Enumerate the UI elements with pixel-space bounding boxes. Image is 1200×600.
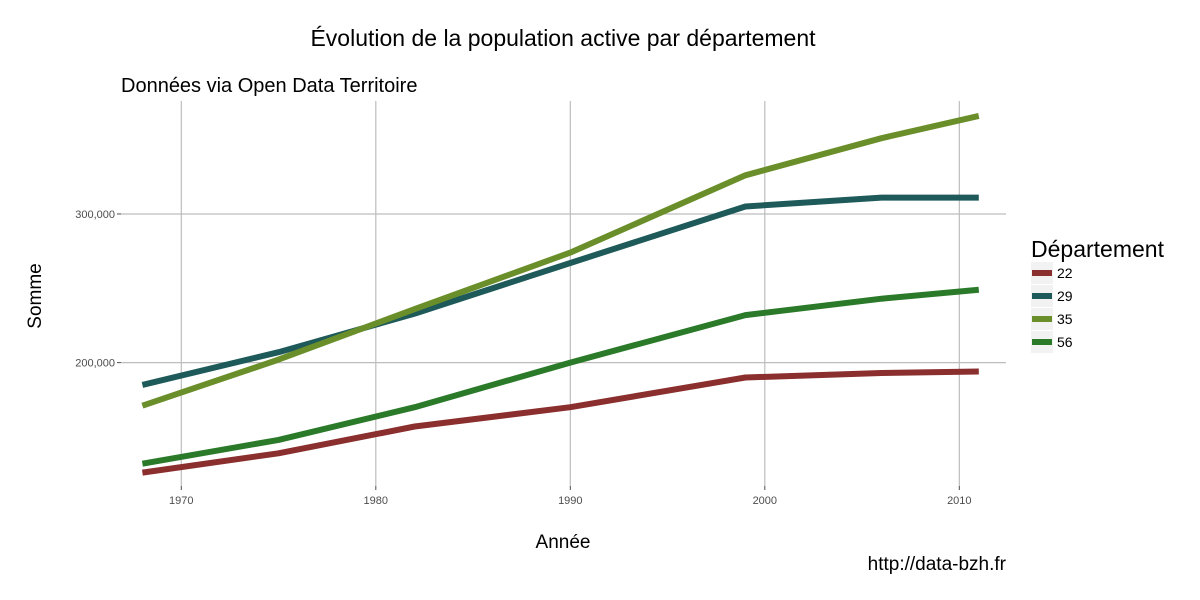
legend-label-35: 35: [1057, 311, 1073, 327]
y-axis-title: Somme: [25, 263, 46, 328]
grid: [121, 101, 1006, 486]
legend-label-22: 22: [1057, 265, 1073, 281]
y-tick-label: 200,000: [75, 358, 115, 370]
legend-label-29: 29: [1057, 288, 1073, 304]
source-label: http://data-bzh.fr: [868, 554, 1007, 575]
series-line-29: [141, 194, 979, 388]
legend-title: Département: [1031, 236, 1165, 262]
series-line-22: [141, 368, 979, 476]
x-tick-label: 1970: [169, 495, 193, 507]
legend: Département 22 29 35 56: [1031, 236, 1165, 353]
y-tick-label: 300,000: [75, 209, 115, 221]
series-line-35: [141, 112, 980, 409]
series-line-56: [141, 286, 980, 467]
chart-subtitle: Données via Open Data Territoire: [121, 75, 417, 97]
legend-label-56: 56: [1057, 334, 1073, 350]
x-tick-label: 1980: [364, 495, 388, 507]
axis-ticks: 1970 1980 1990 2000 2010 200,000 300,000: [75, 209, 971, 507]
legend-items: 22 29 35 56: [1031, 262, 1073, 353]
x-tick-label: 2000: [753, 495, 777, 507]
x-tick-label: 1990: [558, 495, 582, 507]
chart-title: Évolution de la population active par dé…: [310, 25, 816, 51]
series-lines: [141, 112, 980, 476]
x-axis-title: Année: [536, 532, 591, 553]
x-tick-label: 2010: [947, 495, 971, 507]
